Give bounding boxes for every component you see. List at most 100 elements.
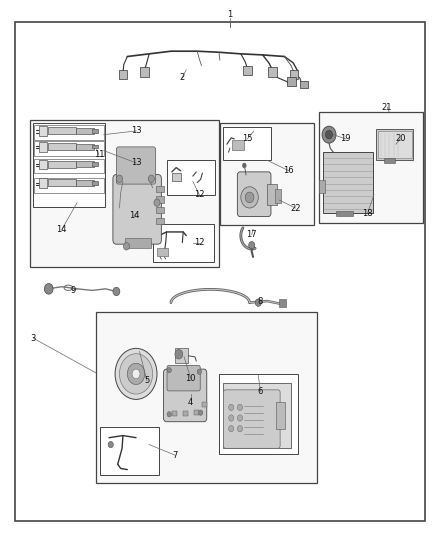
Bar (275, 189, 282, 203)
Text: 15: 15 (242, 134, 253, 143)
Bar (166, 160, 215, 195)
Bar (223, 383, 291, 448)
Bar (172, 411, 177, 416)
FancyBboxPatch shape (237, 172, 271, 216)
Circle shape (242, 163, 247, 168)
Circle shape (245, 192, 254, 203)
Bar (76, 144, 94, 150)
Circle shape (198, 410, 203, 415)
Bar (39, 178, 47, 188)
Circle shape (175, 350, 183, 359)
Bar (33, 123, 105, 207)
Text: 5: 5 (145, 376, 150, 385)
Text: 13: 13 (131, 126, 141, 135)
Circle shape (249, 241, 255, 249)
Circle shape (117, 175, 123, 182)
Bar (92, 163, 98, 166)
Bar (290, 70, 298, 79)
Circle shape (229, 415, 234, 421)
Bar (157, 248, 168, 256)
Text: 20: 20 (395, 134, 406, 143)
Text: 7: 7 (173, 451, 178, 460)
Bar (76, 180, 94, 185)
Text: 14: 14 (129, 212, 139, 221)
Bar (125, 238, 151, 248)
Bar (34, 141, 104, 156)
Circle shape (237, 425, 243, 432)
Text: 9: 9 (70, 286, 75, 295)
Bar (243, 66, 252, 75)
Bar (34, 178, 104, 193)
FancyBboxPatch shape (113, 174, 161, 244)
Bar (100, 427, 159, 475)
Bar (276, 402, 286, 429)
Text: 16: 16 (283, 166, 294, 175)
Text: 12: 12 (194, 190, 205, 199)
Text: 6: 6 (258, 387, 263, 396)
Bar (92, 181, 98, 184)
Bar (194, 410, 199, 415)
Text: 11: 11 (94, 150, 104, 159)
Bar (279, 299, 286, 308)
Circle shape (108, 441, 113, 448)
Bar (219, 374, 297, 454)
Bar (384, 158, 395, 164)
Bar (48, 127, 76, 134)
Bar (155, 217, 163, 224)
Bar (267, 184, 277, 205)
Circle shape (322, 126, 336, 143)
Bar (155, 207, 163, 213)
Bar (48, 179, 76, 186)
Circle shape (229, 404, 234, 410)
Bar (201, 402, 207, 407)
Circle shape (44, 284, 53, 294)
Text: 1: 1 (227, 10, 233, 19)
Circle shape (197, 369, 201, 374)
Bar (220, 123, 314, 225)
Text: 19: 19 (340, 134, 351, 143)
Bar (376, 130, 413, 160)
Bar (175, 349, 188, 364)
Circle shape (255, 299, 261, 306)
Bar (287, 77, 296, 86)
Circle shape (113, 287, 120, 296)
Text: 14: 14 (57, 225, 67, 234)
Bar (319, 180, 325, 193)
Bar (39, 142, 47, 152)
Text: 3: 3 (31, 334, 36, 343)
Circle shape (127, 364, 145, 384)
Bar (92, 145, 98, 149)
Bar (141, 67, 149, 77)
Text: 18: 18 (362, 209, 373, 218)
Bar (183, 411, 188, 416)
Bar (336, 211, 353, 216)
Bar (268, 67, 277, 77)
Bar (92, 129, 98, 133)
Circle shape (167, 411, 171, 417)
Text: 22: 22 (290, 204, 300, 213)
Circle shape (237, 404, 243, 410)
FancyBboxPatch shape (163, 369, 207, 422)
Bar (34, 159, 104, 173)
Text: 13: 13 (131, 158, 141, 167)
Text: 12: 12 (194, 238, 205, 247)
Circle shape (148, 175, 154, 182)
Bar (232, 140, 244, 150)
Bar (34, 125, 104, 140)
Circle shape (132, 369, 140, 378)
Bar (152, 224, 214, 262)
Text: 21: 21 (382, 102, 392, 111)
Bar (323, 152, 373, 213)
Bar (39, 160, 47, 169)
Bar (378, 132, 412, 158)
Circle shape (124, 243, 130, 250)
Text: 10: 10 (185, 374, 196, 383)
Circle shape (237, 415, 243, 421)
Text: 2: 2 (179, 73, 184, 82)
Text: 17: 17 (247, 230, 257, 239)
Text: 4: 4 (188, 398, 193, 407)
Bar (48, 143, 76, 150)
Circle shape (120, 354, 152, 394)
FancyBboxPatch shape (167, 366, 200, 391)
FancyBboxPatch shape (223, 390, 280, 448)
